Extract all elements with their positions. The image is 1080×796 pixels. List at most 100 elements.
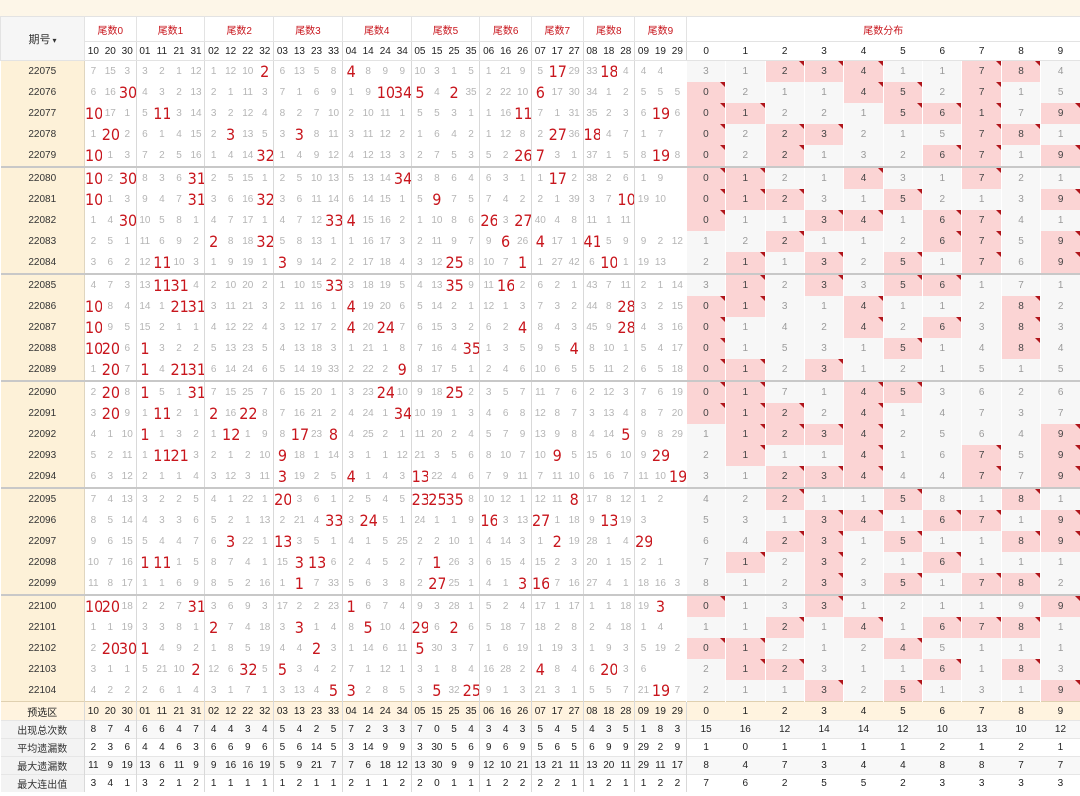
omission-count[interactable]: 10 — [307, 166, 326, 189]
omission-count[interactable]: 2 — [548, 273, 566, 296]
dist-hit-cell[interactable]: 9 — [1040, 510, 1080, 531]
drawn-number[interactable]: 31 — [187, 166, 205, 189]
omission-count[interactable]: 9 — [359, 82, 377, 103]
omission-count[interactable]: 10 — [530, 445, 549, 466]
dist-hit-cell[interactable]: 3 — [803, 124, 844, 145]
omission-count[interactable]: 13 — [651, 252, 669, 274]
drawn-number[interactable]: 16 — [530, 573, 549, 595]
dist-cell[interactable]: 1 — [764, 445, 805, 466]
omission-count[interactable]: 7 — [445, 189, 463, 210]
omission-count[interactable]: 8 — [204, 573, 223, 595]
dist-cell[interactable]: 3 — [803, 189, 844, 210]
dist-cell[interactable]: 1 — [961, 659, 1002, 680]
omission-count[interactable]: 6 — [325, 552, 343, 573]
omission-count[interactable]: 12 — [187, 60, 205, 82]
omission-count[interactable]: 9 — [651, 166, 669, 189]
omission-count[interactable]: 6 — [479, 317, 498, 338]
omission-count[interactable]: 7 — [462, 231, 480, 252]
drawn-number[interactable]: 13 — [600, 510, 618, 531]
drawn-number[interactable]: 27 — [428, 573, 446, 595]
omission-count[interactable]: 5 — [497, 380, 515, 403]
omission-count[interactable]: 5 — [651, 359, 669, 381]
omission-count[interactable]: 2 — [462, 124, 480, 145]
dist-hit-cell[interactable]: 1 — [725, 380, 765, 403]
dist-hit-cell[interactable]: 8 — [1000, 124, 1041, 145]
omission-count[interactable]: 4 — [273, 210, 291, 231]
drawn-number[interactable]: 18 — [582, 124, 601, 145]
omission-count[interactable]: 17 — [548, 82, 566, 103]
omission-count[interactable]: 5 — [582, 359, 601, 381]
omission-count[interactable]: 1 — [153, 424, 171, 445]
omission-count[interactable]: 2 — [410, 145, 429, 167]
preselect-number-button[interactable]: 15 — [428, 701, 446, 721]
omission-count[interactable]: 18 — [530, 617, 549, 638]
omission-count[interactable]: 1 — [170, 466, 188, 488]
preselect-dist-button[interactable]: 9 — [1040, 701, 1080, 721]
omission-count[interactable]: 18 — [669, 359, 687, 381]
dist-cell[interactable]: 4 — [1000, 424, 1041, 445]
dist-cell[interactable]: 8 — [922, 487, 962, 510]
omission-count[interactable]: 3 — [445, 638, 463, 659]
omission-count[interactable]: 3 — [410, 252, 429, 274]
omission-count[interactable]: 15 — [669, 296, 687, 317]
table-row[interactable]: 22085 4 7 3 13 11 31 4 2 10 20 2 1 10 15 33 3 18 19 5 4 13 35 9… — [0, 273, 1080, 296]
omission-count[interactable]: 18 — [634, 573, 652, 595]
omission-count[interactable]: 19 — [617, 510, 635, 531]
omission-count[interactable]: 8 — [514, 403, 532, 424]
omission-count[interactable]: 7 — [617, 680, 635, 702]
omission-count[interactable]: 2 — [273, 166, 291, 189]
dist-hit-cell[interactable]: 5 — [882, 680, 923, 702]
dist-cell[interactable]: 1 — [803, 231, 844, 252]
table-row[interactable]: 22078 1 20 2 6 1 4 15 2 3 13 5 3 3 8 11 3 11 12 2 1 6 4 2 1 12 8 2 2… — [0, 124, 1080, 145]
dist-hit-cell[interactable]: 7 — [961, 252, 1002, 274]
omission-count[interactable]: 1 — [256, 531, 274, 552]
omission-count[interactable]: 17 — [273, 594, 291, 617]
drawn-number[interactable]: 6 — [530, 82, 549, 103]
omission-count[interactable]: 6 — [462, 466, 480, 488]
dist-cell[interactable]: 1 — [843, 338, 884, 359]
omission-count[interactable]: 19 — [634, 189, 652, 210]
omission-count[interactable]: 4 — [153, 189, 171, 210]
omission-count[interactable]: 1 — [256, 210, 274, 231]
preselect-number-button[interactable]: 26 — [514, 701, 532, 721]
omission-count[interactable]: 21 — [410, 445, 429, 466]
omission-count[interactable]: 8 — [600, 487, 618, 510]
omission-count[interactable]: 4 — [256, 103, 274, 124]
omission-count[interactable]: 15 — [273, 552, 291, 573]
drawn-number[interactable]: 13 — [273, 531, 291, 552]
preselect-number-button[interactable]: 34 — [393, 701, 412, 721]
dist-hit-cell[interactable]: 2 — [764, 424, 805, 445]
omission-count[interactable]: 1 — [548, 510, 566, 531]
dist-hit-cell[interactable]: 1 — [725, 296, 765, 317]
omission-count[interactable]: 24 — [410, 510, 429, 531]
omission-count[interactable]: 23 — [307, 424, 326, 445]
omission-count[interactable]: 11 — [307, 189, 326, 210]
omission-count[interactable]: 17 — [582, 487, 601, 510]
drawn-number[interactable]: 35 — [445, 487, 463, 510]
omission-count[interactable]: 8 — [462, 487, 480, 510]
omission-count[interactable]: 4 — [651, 338, 669, 359]
drawn-number[interactable]: 9 — [428, 189, 446, 210]
omission-count[interactable]: 2 — [617, 359, 635, 381]
drawn-number[interactable]: 2 — [445, 82, 463, 103]
omission-count[interactable]: 13 — [376, 145, 394, 167]
omission-count[interactable]: 3 — [497, 210, 515, 231]
omission-count[interactable]: 3 — [376, 573, 394, 595]
omission-count[interactable]: 4 — [273, 638, 291, 659]
omission-count[interactable]: 2 — [325, 252, 343, 274]
omission-count[interactable]: 3 — [204, 466, 223, 488]
dist-hit-cell[interactable]: 2 — [764, 403, 805, 424]
omission-count[interactable]: 6 — [118, 338, 137, 359]
omission-count[interactable]: 13 — [290, 60, 308, 82]
omission-count[interactable]: 2 — [651, 296, 669, 317]
dist-cell[interactable]: 1 — [803, 638, 844, 659]
omission-count[interactable]: 5 — [256, 659, 274, 680]
omission-count[interactable]: 1 — [239, 424, 257, 445]
omission-count[interactable]: 1 — [170, 552, 188, 573]
omission-count[interactable]: 10 — [256, 445, 274, 466]
dist-hit-cell[interactable]: 2 — [764, 124, 805, 145]
omission-count[interactable]: 3 — [341, 510, 360, 531]
omission-count[interactable]: 10 — [325, 103, 343, 124]
omission-count[interactable]: 8 — [393, 573, 412, 595]
omission-count[interactable]: 4 — [600, 124, 618, 145]
